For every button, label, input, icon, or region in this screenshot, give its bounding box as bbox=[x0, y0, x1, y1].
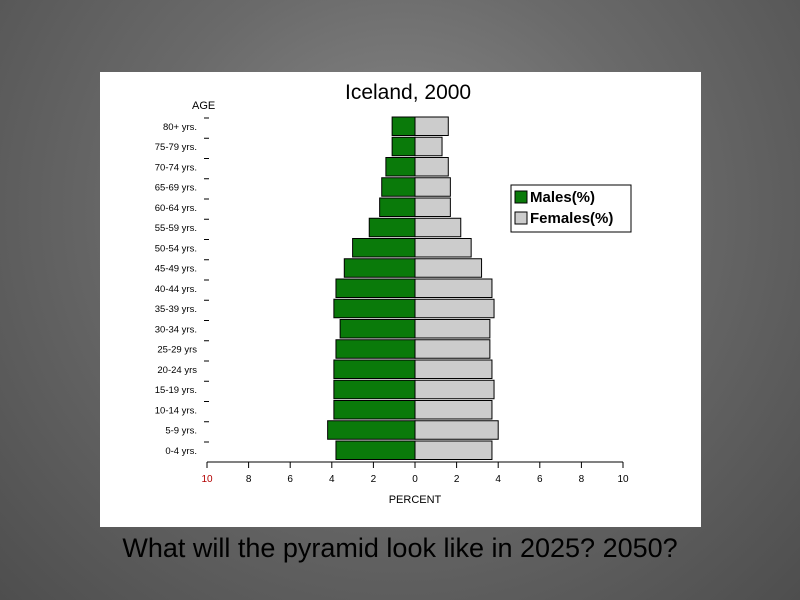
chart-title: Iceland, 2000 bbox=[345, 81, 471, 104]
female-bar bbox=[414, 238, 472, 258]
age-tick-label: 40-44 yrs. bbox=[155, 284, 197, 295]
male-bar bbox=[335, 339, 416, 359]
female-bar bbox=[414, 400, 493, 420]
x-axis-label: PERCENT bbox=[389, 494, 442, 506]
female-bar bbox=[414, 440, 493, 460]
male-bar bbox=[343, 258, 416, 278]
age-tick-label: 15-19 yrs. bbox=[155, 385, 197, 396]
male-bar bbox=[335, 278, 416, 298]
male-bar bbox=[385, 157, 416, 177]
age-tick-label: 75-79 yrs. bbox=[155, 142, 197, 153]
female-bar bbox=[414, 420, 499, 440]
female-bar bbox=[414, 116, 449, 136]
male-bar bbox=[352, 238, 416, 258]
age-tick-label: 20-24 yrs bbox=[157, 365, 197, 376]
female-bar bbox=[414, 157, 449, 177]
x-tick-label: 2 bbox=[454, 474, 460, 485]
age-tick-label: 70-74 yrs. bbox=[155, 162, 197, 173]
x-tick-label: 8 bbox=[246, 474, 252, 485]
age-tick-label: 45-49 yrs. bbox=[155, 264, 197, 275]
legend-entry-label: Females(%) bbox=[530, 210, 613, 227]
age-tick-label: 65-69 yrs. bbox=[155, 183, 197, 194]
age-tick-label: 0-4 yrs. bbox=[165, 446, 197, 457]
male-bar bbox=[333, 400, 416, 420]
age-tick-label: 80+ yrs. bbox=[163, 122, 197, 133]
male-bar bbox=[391, 136, 416, 157]
age-tick-label: 60-64 yrs. bbox=[155, 203, 197, 214]
male-bar bbox=[381, 177, 416, 197]
x-tick-label: 0 bbox=[412, 474, 418, 485]
female-bar bbox=[414, 379, 495, 400]
age-tick-label: 30-34 yrs. bbox=[155, 324, 197, 335]
female-bar bbox=[414, 258, 483, 278]
x-axis: 10 8 6 4 2 0 2 4 6 8 10 bbox=[201, 461, 629, 485]
male-bar bbox=[379, 197, 416, 217]
x-tick-label: 6 bbox=[287, 474, 293, 485]
x-tick-label: 6 bbox=[537, 474, 543, 485]
age-tick-label: 35-39 yrs. bbox=[155, 304, 197, 315]
y-axis-label: AGE bbox=[192, 100, 215, 112]
female-bar bbox=[414, 298, 495, 319]
slide-caption: What will the pyramid look like in 2025?… bbox=[122, 533, 678, 563]
male-bar bbox=[333, 298, 416, 319]
female-bar bbox=[414, 197, 451, 217]
age-tick-label: 10-14 yrs. bbox=[155, 405, 197, 416]
age-tick-label: 50-54 yrs. bbox=[155, 243, 197, 254]
age-tick-label: 55-59 yrs. bbox=[155, 223, 197, 234]
female-bar bbox=[414, 177, 451, 197]
legend-swatch bbox=[514, 190, 528, 204]
bars-group bbox=[327, 116, 499, 460]
age-tick-label: 25-29 yrs bbox=[157, 345, 197, 356]
chart-panel: Iceland, 2000 AGE PERCENT 0-4 yrs. 5-9 yr… bbox=[100, 72, 701, 527]
legend: Males(%) Females(%) bbox=[510, 184, 632, 233]
x-tick-label: 8 bbox=[579, 474, 585, 485]
x-tick-label: 10 bbox=[201, 474, 213, 485]
male-bar bbox=[333, 379, 416, 400]
female-bar bbox=[414, 278, 493, 298]
male-bar bbox=[333, 359, 416, 379]
legend-entry-label: Males(%) bbox=[530, 189, 595, 206]
x-tick-label: 4 bbox=[495, 474, 501, 485]
female-bar bbox=[414, 359, 493, 379]
male-bar bbox=[335, 440, 416, 460]
x-tick-label: 2 bbox=[371, 474, 377, 485]
male-bar bbox=[368, 217, 416, 238]
female-bar bbox=[414, 217, 462, 238]
male-bar bbox=[327, 420, 416, 440]
male-bar bbox=[339, 319, 416, 339]
age-tick-label: 5-9 yrs. bbox=[165, 426, 197, 437]
legend-swatch bbox=[514, 211, 528, 225]
female-bar bbox=[414, 319, 491, 339]
x-tick-label: 10 bbox=[617, 474, 629, 485]
legend-box bbox=[510, 184, 632, 233]
female-bar bbox=[414, 339, 491, 359]
population-pyramid-chart: Iceland, 2000 AGE PERCENT 0-4 yrs. 5-9 yr… bbox=[155, 81, 632, 506]
female-bar bbox=[414, 136, 443, 157]
male-bar bbox=[391, 116, 416, 136]
x-tick-label: 4 bbox=[329, 474, 335, 485]
y-tick-labels: 0-4 yrs. 5-9 yrs. 10-14 yrs. 15-19 yrs. 20-2… bbox=[155, 117, 209, 457]
